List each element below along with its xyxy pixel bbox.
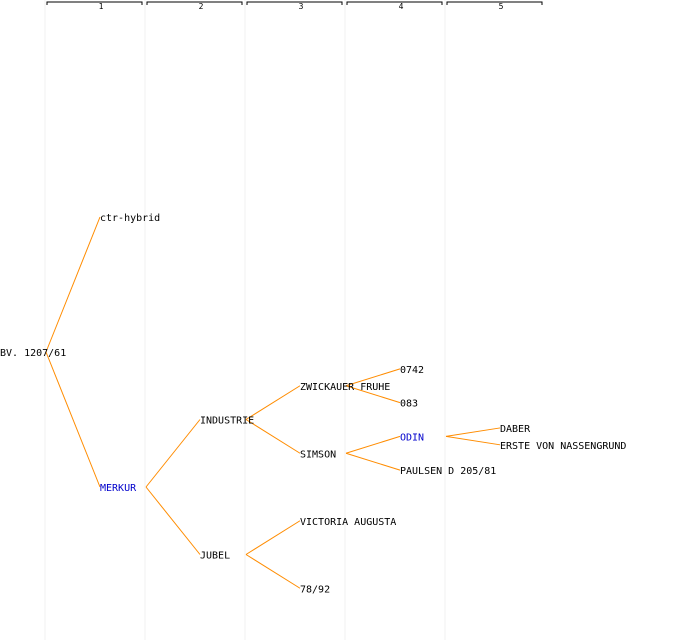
tree-edge <box>145 419 201 488</box>
ancestor-node-label: INDUSTRIE <box>200 416 254 427</box>
ancestor-node-label: 0742 <box>400 365 424 376</box>
ancestor-node-label: SIMSON <box>300 449 336 460</box>
tree-edges <box>45 216 501 589</box>
ancestor-node-label: PAULSEN D 205/81 <box>400 466 496 477</box>
generation-number: 4 <box>399 2 404 11</box>
ancestor-node-label: JUBEL <box>200 551 230 562</box>
generation-bracket <box>346 1 443 5</box>
tree-edge <box>245 419 301 454</box>
generation-number: 5 <box>499 2 504 11</box>
node-labels: BV. 1207/61 ctr-hybrid MERKUR INDUSTRIE JUBE… <box>0 213 626 595</box>
generation-column-lines <box>44 0 446 640</box>
generation-bracket <box>46 1 143 5</box>
ancestor-node-label: ODIN <box>400 432 424 443</box>
tree-edge <box>45 351 101 488</box>
tree-edge <box>345 435 401 454</box>
ancestor-node-label: ZWICKAUER FRUHE <box>300 382 390 393</box>
ancestor-node-label: 083 <box>400 399 418 410</box>
tree-edge <box>245 385 301 420</box>
tree-edge <box>445 435 501 446</box>
root-node-label: BV. 1207/61 <box>0 348 66 359</box>
tree-edge <box>145 486 201 555</box>
ancestor-node-label: VICTORIA AUGUSTA <box>300 517 396 528</box>
tree-edge <box>345 452 401 471</box>
ancestor-node-label: 78/92 <box>300 584 330 595</box>
tree-edge <box>245 554 301 589</box>
generation-number: 1 <box>99 2 104 11</box>
tree-edge <box>345 368 401 387</box>
tree-edge <box>445 427 501 437</box>
ancestor-node-label: ctr-hybrid <box>100 213 160 224</box>
ancestor-node-label: ERSTE VON NASSENGRUND <box>500 441 626 452</box>
generation-bracket <box>146 1 243 5</box>
generation-bracket <box>246 1 343 5</box>
tree-edge <box>45 216 101 353</box>
generation-bracket <box>446 1 543 5</box>
ancestor-node-label: MERKUR <box>100 483 137 494</box>
tree-edge <box>345 385 401 404</box>
generation-header: 1 2 3 4 5 <box>46 1 543 11</box>
generation-number: 3 <box>299 2 304 11</box>
tree-edge <box>245 520 301 555</box>
generation-number: 2 <box>199 2 204 11</box>
ancestor-node-label: DABER <box>500 424 531 435</box>
